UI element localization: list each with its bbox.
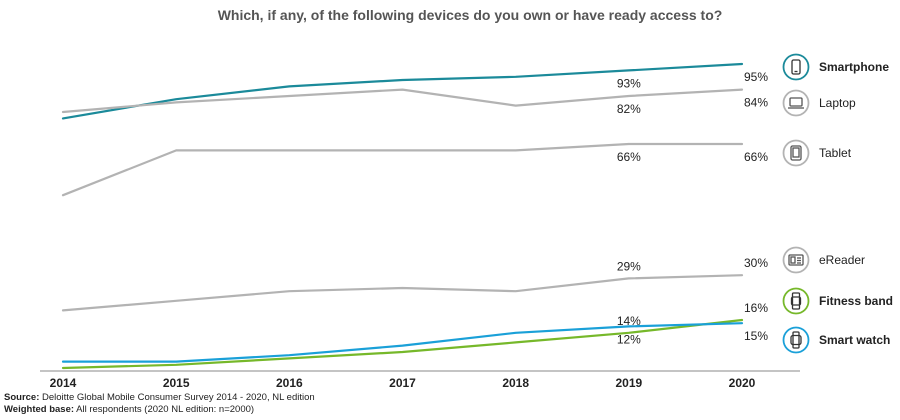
laptop-icon [788,97,804,109]
legend-marker [782,287,810,315]
legend-label: Smart watch [819,333,890,347]
data-label: 12% [617,332,641,346]
x-tick-label: 2017 [389,376,416,390]
legend-item-ereader: eReader [782,246,865,274]
x-tick-label: 2014 [50,376,77,390]
legend-label: Tablet [819,146,852,160]
data-label: 93% [617,76,641,90]
legend-label: Fitness band [819,294,893,308]
weighted-base-note: Weighted base: All respondents (2020 NL … [4,404,254,415]
series-line-ereader [61,274,744,312]
legend-marker [782,326,810,354]
smartwatch-icon [790,331,802,349]
legend-label: eReader [819,253,865,267]
data-label: 29% [617,259,641,273]
series-line-laptop [61,88,744,114]
source-label: Source: [4,392,40,403]
legend-marker [782,139,810,167]
ereader-icon [788,254,804,266]
data-label: 66% [617,150,641,164]
x-tick-label: 2019 [615,376,642,390]
chart-title: Which, if any, of the following devices … [218,7,723,23]
legend-marker [782,89,810,117]
x-tick-label: 2018 [502,376,529,390]
x-tick-label: 2015 [163,376,190,390]
x-tick-label: 2016 [276,376,303,390]
legend-label: Laptop [819,96,856,110]
legend-item-fitness-band: Fitness band [782,287,893,315]
fitness-band-icon [790,292,802,310]
legend-marker [782,53,810,81]
data-label: 95% [744,70,768,84]
tablet-icon [790,145,802,161]
series-line-fitness-band [61,318,744,370]
legend-item-smartphone: Smartphone [782,53,889,81]
data-label: 16% [744,301,768,315]
source-note: Source: Deloitte Global Mobile Consumer … [4,392,315,403]
weighted-base-label: Weighted base: [4,404,75,415]
series-line-tablet [61,142,744,197]
smartphone-icon [791,59,801,75]
data-label: 84% [744,96,768,110]
weighted-base-text: All respondents (2020 NL edition: n=2000… [76,404,255,415]
data-label: 82% [617,102,641,116]
legend-label: Smartphone [819,60,889,74]
legend-item-tablet: Tablet [782,139,852,167]
data-label: 66% [744,150,768,164]
data-label: 14% [617,314,641,328]
legend-marker [782,246,810,274]
legend-item-laptop: Laptop [782,89,856,117]
x-tick-label: 2020 [729,376,756,390]
source-text: Deloitte Global Mobile Consumer Survey 2… [42,392,315,403]
series-line-smart-watch [61,322,744,363]
data-label: 30% [744,256,768,270]
data-label: 15% [744,329,768,343]
legend-item-smart-watch: Smart watch [782,326,890,354]
series-line-smartphone [61,62,744,120]
